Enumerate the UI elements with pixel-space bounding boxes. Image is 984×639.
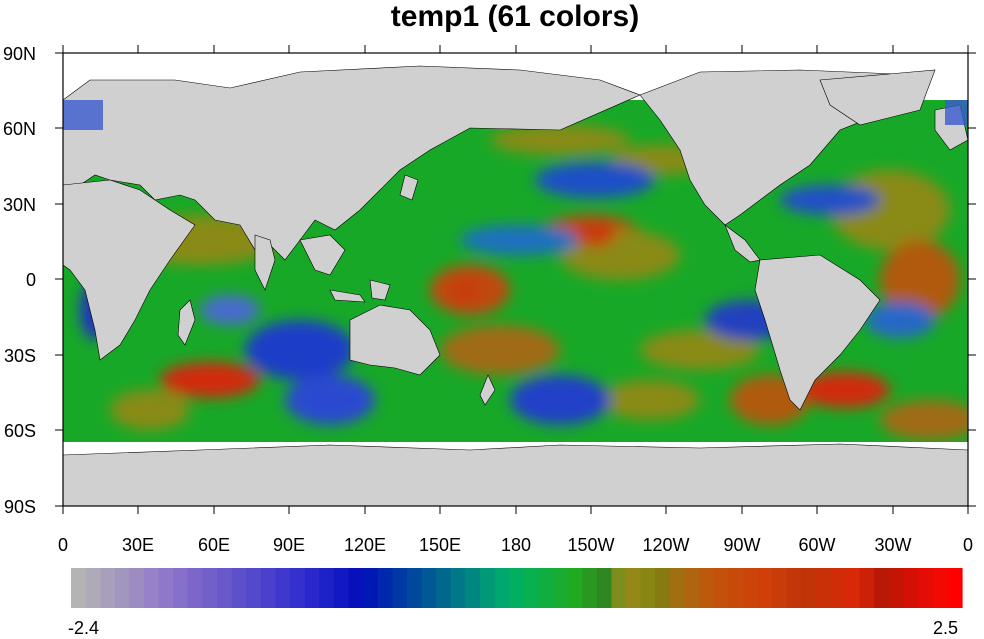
colorbar-swatch [436, 568, 452, 608]
colorbar-swatch [655, 568, 671, 608]
colorbar-swatch [713, 568, 729, 608]
colorbar-swatch [786, 568, 802, 608]
colorbar-swatch [290, 568, 306, 608]
lon-label: 30E [122, 535, 154, 555]
colorbar-swatch [406, 568, 423, 608]
colorbar-swatch [874, 568, 890, 608]
colorbar-swatch [918, 568, 934, 608]
plot-title: temp1 (61 colors) [390, 0, 640, 33]
colorbar [71, 568, 963, 608]
colorbar-swatch [903, 568, 919, 608]
lon-label: 90E [273, 535, 305, 555]
colorbar-swatch [757, 568, 773, 608]
lat-labels: 90N 60N 30N 0 30S 60S 90S [3, 44, 36, 517]
colorbar-swatch [888, 568, 905, 608]
colorbar-swatch [333, 568, 350, 608]
colorbar-swatch [830, 568, 846, 608]
colorbar-swatch [611, 568, 627, 608]
colorbar-swatch [377, 568, 393, 608]
land [63, 65, 968, 506]
colorbar-swatch [450, 568, 466, 608]
colorbar-swatch [640, 568, 656, 608]
lon-label: 120W [642, 535, 689, 555]
colorbar-swatch [553, 568, 569, 608]
lon-label: 150W [567, 535, 614, 555]
colorbar-swatch [684, 568, 700, 608]
colorbar-swatch [363, 568, 379, 608]
colorbar-swatch [465, 568, 481, 608]
lon-label: 120E [344, 535, 386, 555]
colorbar-swatch [421, 568, 437, 608]
colorbar-swatch [947, 568, 963, 608]
colorbar-swatch [494, 568, 510, 608]
colorbar-min-label: -2.4 [68, 618, 100, 638]
colorbar-swatch [669, 568, 686, 608]
lon-label: 0 [58, 535, 68, 555]
colorbar-swatch [626, 568, 642, 608]
lon-label: 0 [963, 535, 973, 555]
colorbar-swatch [509, 568, 525, 608]
colorbar-swatch [187, 568, 204, 608]
colorbar-swatch [71, 568, 87, 608]
colorbar-swatch [231, 568, 247, 608]
colorbar-swatch [144, 568, 160, 608]
colorbar-swatch [523, 568, 540, 608]
colorbar-swatch [202, 568, 218, 608]
lon-label: 30W [874, 535, 911, 555]
map-area [63, 53, 968, 506]
lon-label: 60E [198, 535, 230, 555]
colorbar-swatch [699, 568, 715, 608]
colorbar-swatch [173, 568, 189, 608]
lat-label: 90S [4, 497, 36, 517]
lat-label: 60S [4, 421, 36, 441]
colorbar-swatch [217, 568, 233, 608]
colorbar-swatch [567, 568, 583, 608]
colorbar-swatch [348, 568, 364, 608]
lon-label: 150E [419, 535, 461, 555]
tick-marks [55, 45, 976, 514]
lat-label: 0 [26, 270, 36, 290]
colorbar-swatch [538, 568, 554, 608]
lat-label: 90N [3, 44, 36, 64]
colorbar-swatch [319, 568, 335, 608]
lat-label: 30N [3, 195, 36, 215]
colorbar-swatch [158, 568, 174, 608]
colorbar-swatch [772, 568, 788, 608]
colorbar-swatch [845, 568, 861, 608]
colorbar-swatch [742, 568, 759, 608]
lat-label: 30S [4, 346, 36, 366]
lon-label: 60W [798, 535, 835, 555]
colorbar-swatch [582, 568, 598, 608]
colorbar-swatch [728, 568, 744, 608]
lon-labels: 0 30E 60E 90E 120E 150E 180 150W 120W 90… [58, 535, 973, 555]
colorbar-swatch [392, 568, 408, 608]
colorbar-swatch [129, 568, 145, 608]
colorbar-swatch [801, 568, 817, 608]
colorbar-swatch [85, 568, 101, 608]
colorbar-max-label: 2.5 [933, 618, 959, 638]
colorbar-swatch [815, 568, 832, 608]
colorbar-swatch [100, 568, 116, 608]
colorbar-swatch [479, 568, 496, 608]
colorbar-swatch [246, 568, 262, 608]
colorbar-swatch [932, 568, 948, 608]
colorbar-swatch [304, 568, 320, 608]
lat-label: 60N [3, 119, 36, 139]
colorbar-swatch [596, 568, 613, 608]
colorbar-swatch [260, 568, 277, 608]
colorbar-swatch [114, 568, 131, 608]
lon-label: 180 [501, 535, 531, 555]
colorbar-swatch [275, 568, 291, 608]
colorbar-swatch [859, 568, 875, 608]
lon-label: 90W [723, 535, 760, 555]
